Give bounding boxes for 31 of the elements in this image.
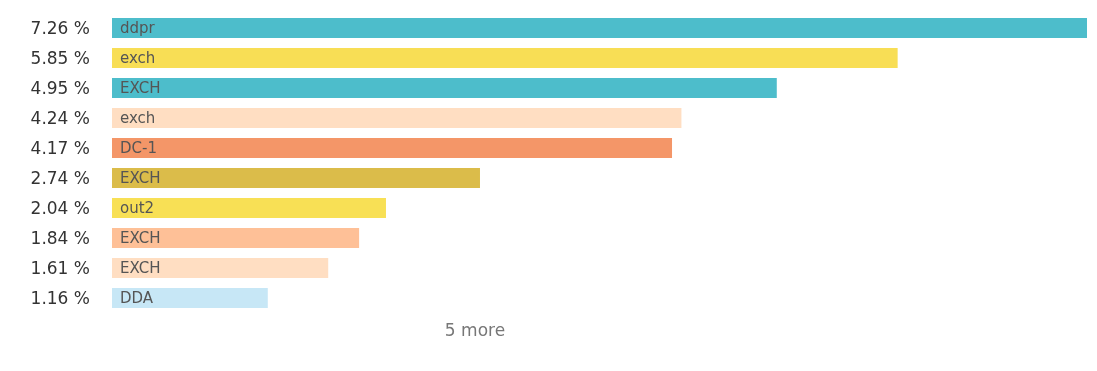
y-tick-label: exch bbox=[120, 49, 156, 67]
data-label: 4.17 % bbox=[30, 138, 90, 158]
y-tick-label: ddpr bbox=[120, 19, 156, 37]
y-tick-label: out2 bbox=[120, 199, 155, 217]
text: 5 more bbox=[444, 320, 506, 340]
data-label: 4.95 % bbox=[30, 78, 90, 98]
bar bbox=[112, 288, 268, 308]
bar bbox=[112, 18, 1087, 38]
bar bbox=[112, 48, 898, 68]
data-label: 5.85 % bbox=[30, 48, 90, 68]
y-tick-label: EXCH bbox=[120, 259, 161, 277]
y-tick-label: EXCH bbox=[120, 169, 161, 187]
bar bbox=[112, 78, 777, 98]
y-tick-label: DC-1 bbox=[120, 139, 157, 157]
data-label: 1.84 % bbox=[30, 228, 90, 248]
data-label: 1.61 % bbox=[30, 258, 90, 278]
data-label: 2.74 % bbox=[30, 168, 90, 188]
data-label: 7.26 % bbox=[30, 18, 90, 38]
bar bbox=[112, 198, 386, 218]
y-tick-label: EXCH bbox=[120, 229, 161, 247]
bar bbox=[112, 138, 673, 158]
data-label: 2.04 % bbox=[30, 198, 90, 218]
y-tick-label: DDA bbox=[120, 289, 154, 307]
bar bbox=[112, 168, 480, 188]
y-tick-label: EXCH bbox=[120, 79, 161, 97]
bar bbox=[112, 258, 329, 278]
y-tick-label: exch bbox=[120, 109, 156, 127]
bar bbox=[112, 228, 360, 248]
data-label: 1.16 % bbox=[30, 288, 90, 308]
bar bbox=[112, 108, 682, 128]
data-label: 4.24 % bbox=[30, 108, 90, 128]
